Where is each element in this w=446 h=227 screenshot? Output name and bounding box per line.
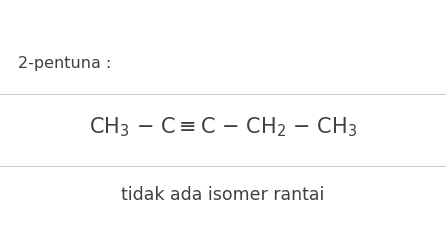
Text: 2-pentuna :: 2-pentuna : xyxy=(18,56,111,71)
Text: $\mathsf{CH_3}$ $\mathsf{-}$ $\mathsf{C \equiv C}$ $\mathsf{-}$ $\mathsf{CH_2}$ : $\mathsf{CH_3}$ $\mathsf{-}$ $\mathsf{C … xyxy=(89,115,357,139)
Text: tidak ada isomer rantai: tidak ada isomer rantai xyxy=(121,186,325,204)
